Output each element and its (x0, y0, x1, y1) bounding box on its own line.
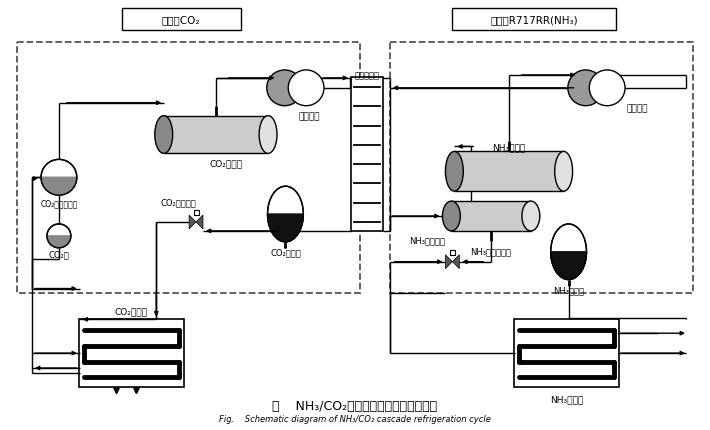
Ellipse shape (551, 224, 586, 280)
Circle shape (589, 71, 625, 107)
Polygon shape (445, 255, 452, 269)
Text: 高温级R717RR(NH₃): 高温级R717RR(NH₃) (490, 15, 578, 25)
Bar (454, 152, 564, 192)
Bar (452, 9, 616, 31)
Ellipse shape (268, 187, 303, 242)
Polygon shape (551, 252, 586, 280)
Text: CO₂泵: CO₂泵 (48, 250, 70, 258)
Text: 低温级CO₂: 低温级CO₂ (162, 15, 200, 25)
Circle shape (267, 71, 302, 107)
Circle shape (47, 224, 71, 248)
Text: CO₂气液分离器: CO₂气液分离器 (40, 199, 77, 208)
Polygon shape (41, 178, 77, 196)
Text: 油分离器: 油分离器 (298, 112, 320, 121)
Ellipse shape (445, 152, 464, 192)
Text: 图    NH₃/CO₂复叠式制冷循环流程示意图: 图 NH₃/CO₂复叠式制冷循环流程示意图 (273, 399, 437, 412)
Ellipse shape (555, 152, 572, 192)
Polygon shape (47, 237, 71, 248)
Bar (17, 43, 360, 294)
Circle shape (41, 160, 77, 196)
Polygon shape (452, 255, 459, 269)
Text: NH₃压缩机: NH₃压缩机 (492, 143, 525, 152)
Text: CO₂费液器: CO₂费液器 (270, 248, 301, 257)
Text: 冷凝衔发器: 冷凝衔发器 (354, 71, 379, 80)
Text: NH₃冷凝器: NH₃冷凝器 (550, 394, 583, 403)
Ellipse shape (442, 202, 460, 231)
Text: CO₂蕉发器: CO₂蕉发器 (115, 306, 148, 315)
Circle shape (568, 71, 604, 107)
Polygon shape (268, 215, 303, 242)
Text: NH₃节流原件: NH₃节流原件 (410, 236, 446, 245)
Polygon shape (189, 215, 196, 229)
Bar (390, 43, 693, 294)
Ellipse shape (155, 117, 173, 154)
Bar (80, 319, 184, 387)
Bar (515, 319, 619, 387)
Polygon shape (196, 215, 203, 229)
Text: Fig.    Schematic diagram of NH₃/CO₂ cascade refrigeration cycle: Fig. Schematic diagram of NH₃/CO₂ cascad… (219, 414, 491, 423)
Bar (194, 211, 199, 215)
Text: NH₃气液分离器: NH₃气液分离器 (471, 247, 512, 256)
Bar (450, 250, 455, 255)
Bar (452, 202, 531, 231)
Text: NH₃费液器: NH₃费液器 (553, 286, 584, 294)
Text: CO₂节流原件: CO₂节流原件 (160, 198, 196, 207)
Ellipse shape (259, 117, 277, 154)
Text: CO₂压缩机: CO₂压缩机 (209, 159, 242, 167)
Bar (164, 117, 268, 154)
Bar (351, 78, 383, 232)
Ellipse shape (522, 202, 540, 231)
Bar (121, 9, 241, 31)
Circle shape (288, 71, 324, 107)
Text: 油分离器: 油分离器 (626, 104, 648, 113)
